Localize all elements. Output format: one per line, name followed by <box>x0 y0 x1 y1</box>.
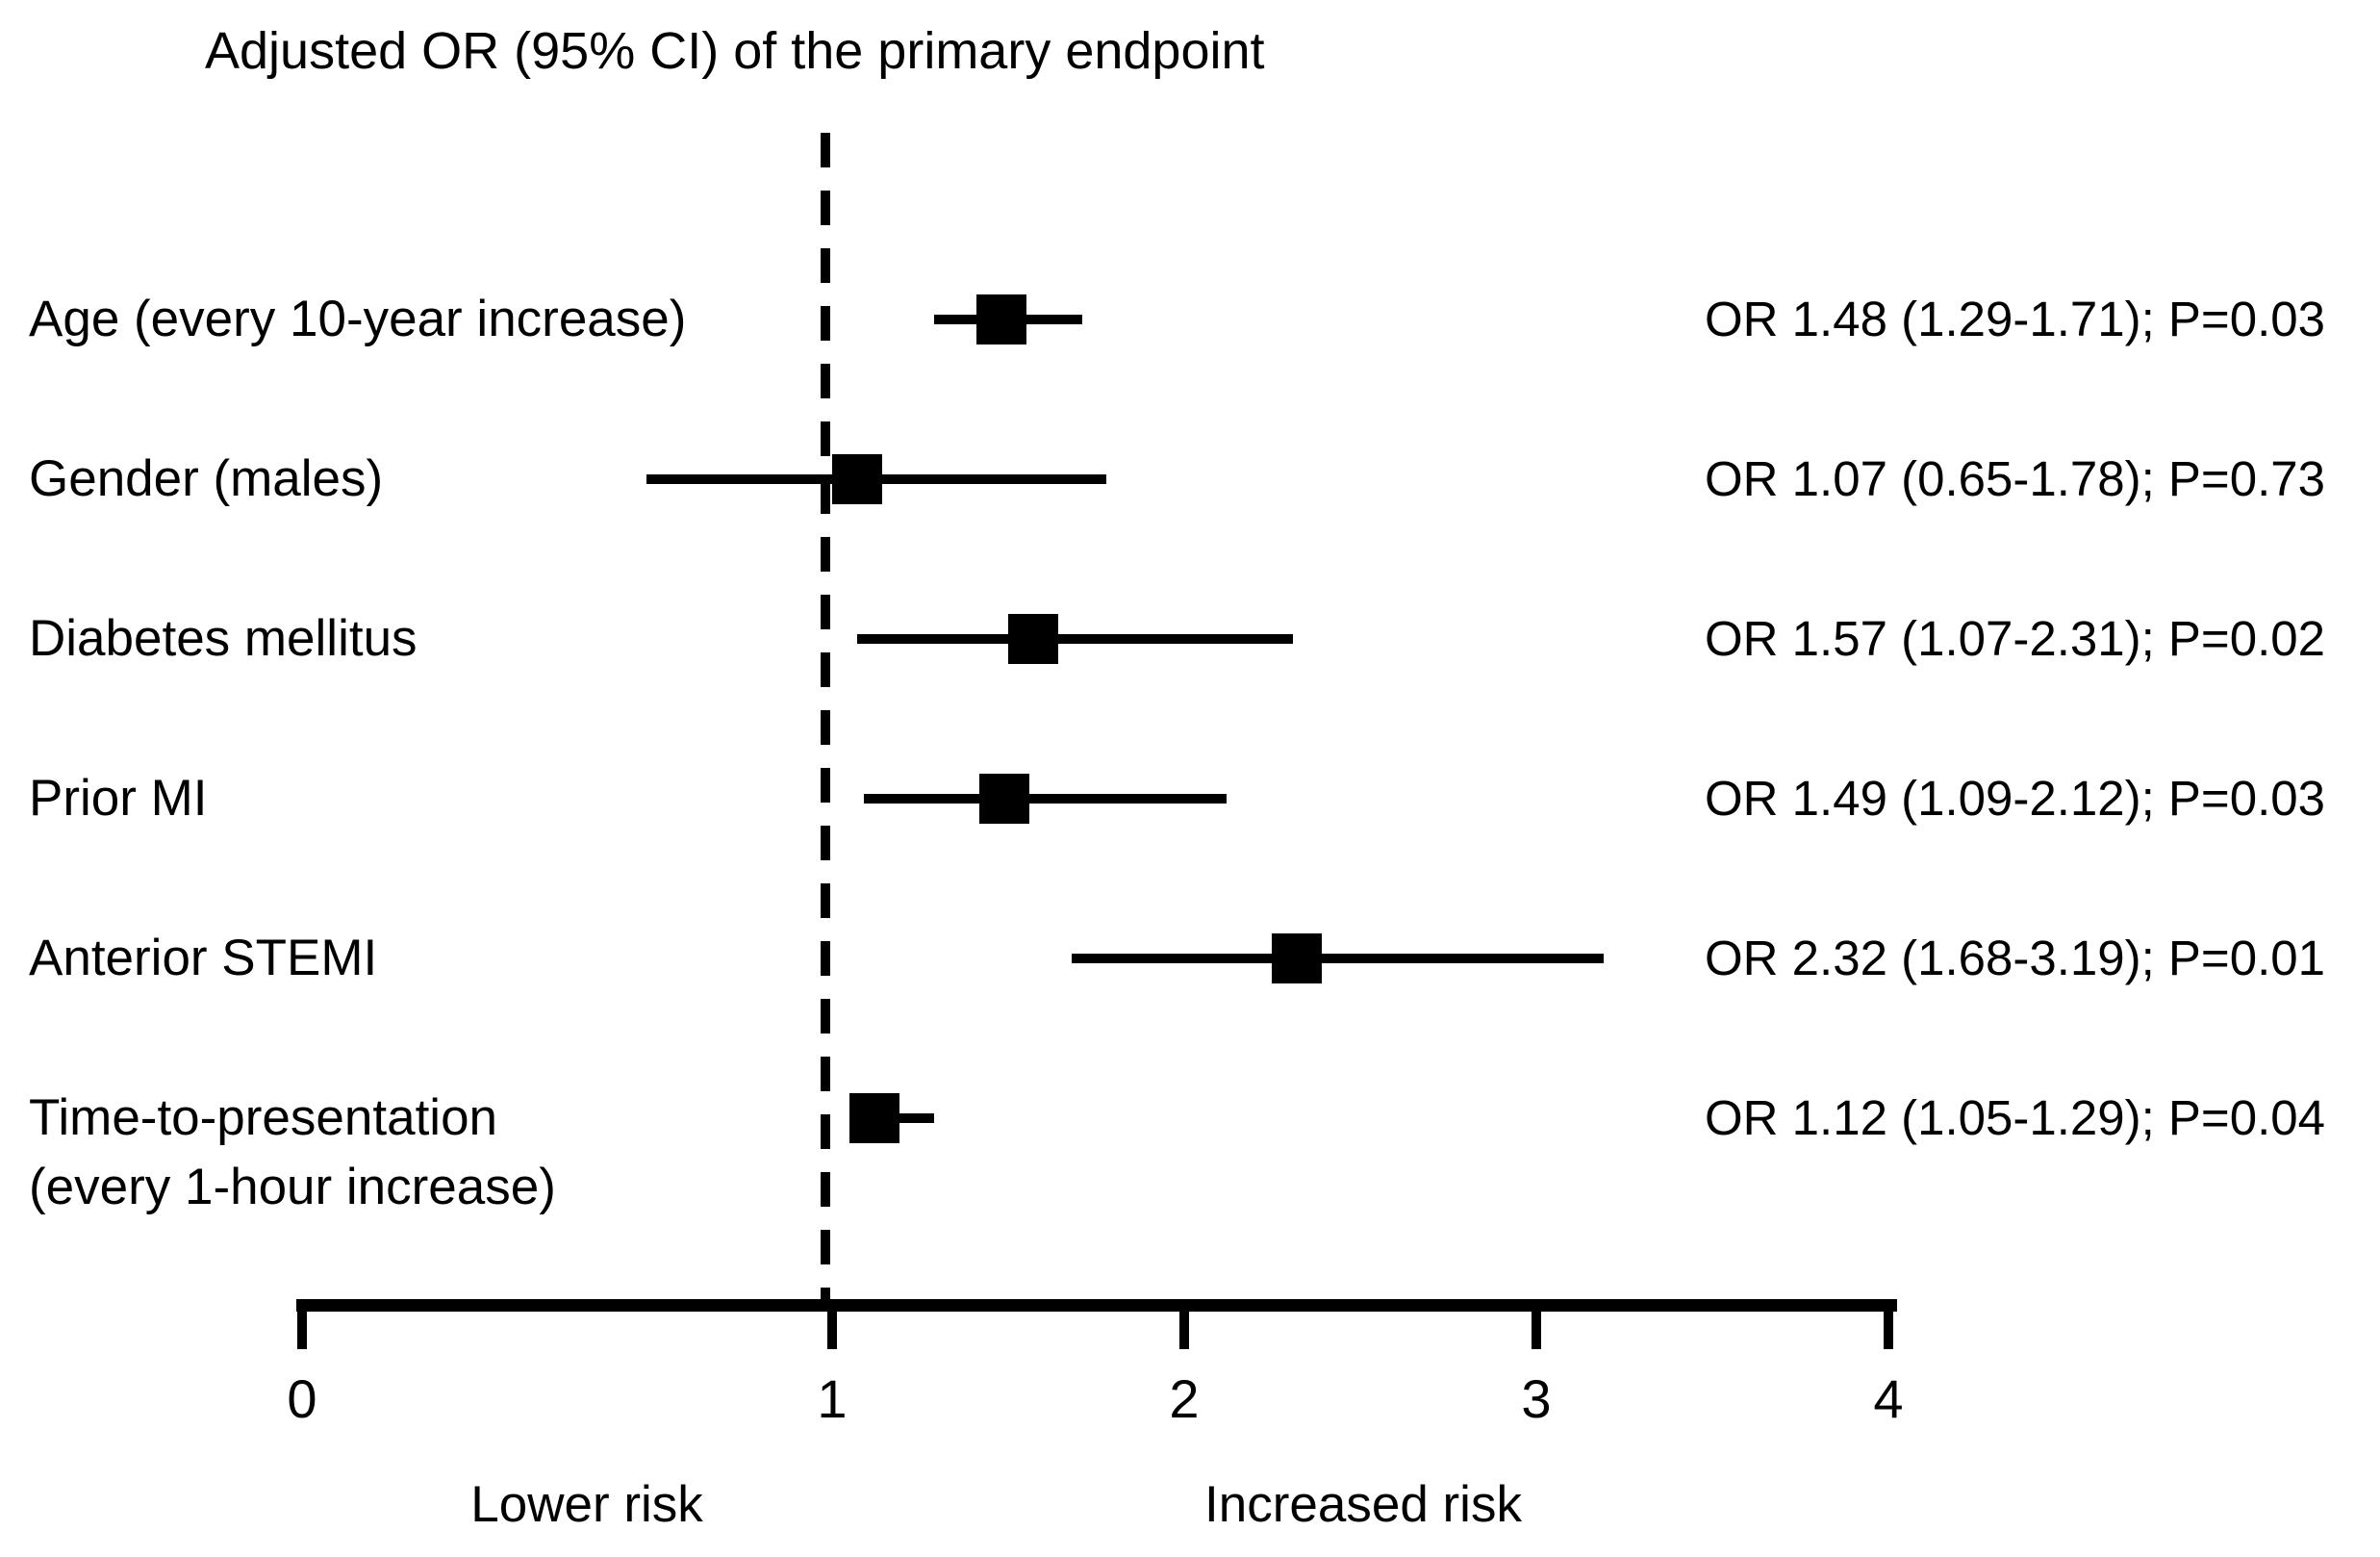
x-axis-tick-label: 4 <box>1873 1368 1904 1429</box>
axis-caption-lower-risk: Lower risk <box>470 1476 703 1533</box>
ci-line <box>1071 954 1604 963</box>
x-axis-tick <box>1884 1309 1893 1349</box>
x-axis-tick <box>1532 1309 1541 1349</box>
row-label: Age (every 10-year increase) <box>29 291 687 347</box>
x-axis-tick <box>1179 1309 1189 1349</box>
or-point-marker <box>831 454 882 504</box>
x-axis-tick-label: 0 <box>287 1368 317 1429</box>
axis-caption-increased-risk: Increased risk <box>1204 1476 1522 1533</box>
or-point-marker <box>1007 614 1058 664</box>
chart-title: Adjusted OR (95% CI) of the primary endp… <box>205 22 1265 80</box>
x-axis-tick-label: 1 <box>817 1368 848 1429</box>
row-label-line2: (every 1-hour increase) <box>29 1159 556 1215</box>
or-annotation: OR 1.12 (1.05-1.29); P=0.04 <box>1705 1090 2325 1145</box>
or-annotation: OR 1.48 (1.29-1.71); P=0.03 <box>1705 292 2325 346</box>
or-annotation: OR 1.57 (1.07-2.31); P=0.02 <box>1705 611 2325 666</box>
or-point-marker <box>848 1093 899 1143</box>
or-point-marker <box>975 294 1026 345</box>
row-label: Prior MI <box>29 770 208 827</box>
or-point-marker <box>1272 933 1323 983</box>
x-axis-tick-label: 2 <box>1169 1368 1200 1429</box>
row-label: Time-to-presentation (every 1-hour increa… <box>29 1084 556 1222</box>
x-axis-line <box>296 1299 1897 1312</box>
or-annotation: OR 1.49 (1.09-2.12); P=0.03 <box>1705 771 2325 826</box>
x-axis-tick-label: 3 <box>1521 1368 1552 1429</box>
x-axis-tick <box>827 1309 837 1349</box>
or-annotation: OR 1.07 (0.65-1.78); P=0.73 <box>1705 451 2325 506</box>
or-point-marker <box>979 774 1030 824</box>
row-label: Anterior STEMI <box>29 930 378 986</box>
reference-line-or-1 <box>821 133 830 1305</box>
row-label: Gender (males) <box>29 450 384 507</box>
ci-line <box>856 634 1294 644</box>
or-annotation: OR 2.32 (1.68-3.19); P=0.01 <box>1705 931 2325 985</box>
ci-line <box>863 794 1227 804</box>
x-axis-tick <box>297 1309 307 1349</box>
row-label: Diabetes mellitus <box>29 610 418 667</box>
